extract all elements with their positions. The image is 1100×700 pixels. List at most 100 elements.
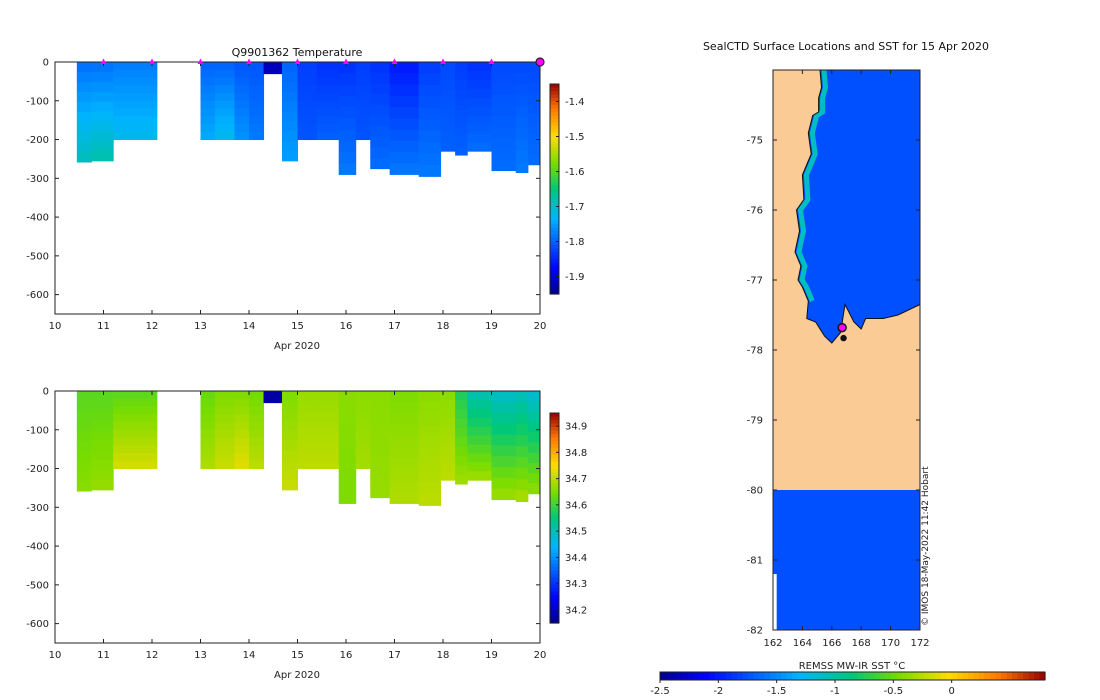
profile-cell: [297, 100, 318, 110]
lon-tick-label: 166: [822, 638, 841, 649]
profile-cell: [200, 453, 216, 462]
profile-cell: [527, 123, 541, 135]
profile-cell: [440, 399, 456, 410]
lat-tick-label: -81: [747, 556, 763, 567]
profile-cell: [455, 145, 468, 156]
profile-column: [200, 62, 216, 141]
profile-cell: [263, 396, 283, 399]
profile-cell: [234, 69, 250, 79]
profile-cell: [515, 490, 529, 502]
colorbar-swatch: [550, 549, 559, 554]
profile-cell: [455, 428, 468, 439]
profile-cell: [389, 413, 420, 426]
profile-cell: [455, 446, 468, 457]
profile-cell: [355, 453, 371, 462]
profile-cell: [316, 460, 340, 470]
profile-cell: [355, 414, 371, 423]
colorbar-swatch: [550, 245, 559, 250]
profile-column: [491, 62, 517, 172]
sst-colorbar-label: REMSS MW-IR SST °C: [799, 661, 906, 672]
profile-cell: [455, 409, 468, 420]
profile-cell: [249, 445, 265, 454]
profile-cell: [527, 62, 541, 73]
profile-cell: [455, 391, 468, 401]
profile-cell: [338, 140, 357, 153]
colorbar-swatch: [550, 584, 559, 589]
colorbar-swatch: [550, 591, 559, 596]
colorbar-swatch: [550, 231, 559, 236]
profile-cell: [316, 414, 340, 423]
profile-cell: [370, 115, 391, 127]
profile-cell: [76, 461, 92, 472]
profile-cell: [418, 425, 442, 438]
x-tick-label: 17: [388, 321, 401, 332]
profile-cell: [200, 460, 216, 470]
colorbar-tick-label: -1.8: [565, 237, 585, 248]
colorbar-swatch: [550, 451, 559, 456]
profile-cell: [370, 136, 391, 148]
colorbar-swatch: [550, 203, 559, 208]
profile-cell: [389, 129, 420, 142]
profile-cell: [515, 468, 529, 480]
colorbar-swatch: [550, 486, 559, 491]
colorbar-swatch: [550, 605, 559, 610]
profile-cell: [215, 414, 235, 423]
profile-cell: [467, 124, 492, 134]
colorbar-swatch: [550, 430, 559, 435]
profile-cell: [249, 100, 265, 110]
colorbar-swatch: [550, 129, 559, 134]
profile-cell: [91, 71, 114, 83]
profile-cell: [249, 108, 265, 117]
map-body: [773, 69, 921, 630]
profile-cell: [440, 462, 456, 472]
profile-cell: [281, 71, 298, 83]
profile-cell: [418, 62, 442, 74]
profile-cell: [440, 444, 456, 454]
profile-marker: [149, 58, 155, 64]
colorbar-swatch: [550, 598, 559, 603]
profile-cell: [491, 94, 517, 106]
lon-tick-label: 168: [852, 638, 871, 649]
colorbar-frame: [549, 412, 560, 624]
colorbar-swatch: [550, 217, 559, 222]
sst-colorbar-swatch: [885, 672, 892, 680]
profile-cell: [113, 437, 158, 446]
colorbar-tick-label: 34.9: [565, 422, 587, 433]
profile-cell: [455, 89, 468, 100]
profile-cell: [76, 391, 92, 402]
seal-locations: [837, 322, 847, 342]
x-tick-label: 14: [243, 321, 256, 332]
profile-cell: [370, 147, 391, 159]
profile-cell: [491, 456, 517, 468]
profile-cell: [467, 79, 492, 90]
profile-cell: [355, 437, 371, 446]
sst-colorbar-swatch: [797, 672, 804, 680]
profile-cell: [297, 77, 318, 86]
profile-cell: [76, 152, 92, 163]
profile-cell: [338, 447, 357, 459]
profile-cell: [440, 62, 456, 72]
profile-cell: [200, 414, 216, 423]
profile-column: [467, 391, 492, 481]
profile-cell: [215, 445, 235, 454]
profile-cell: [491, 412, 517, 425]
lon-tick-label: 172: [910, 638, 929, 649]
profile-cell: [389, 458, 420, 471]
colorbar-swatch: [550, 532, 559, 537]
profile-cell: [297, 391, 318, 400]
x-tick-label: 10: [49, 650, 62, 661]
colorbar-swatch: [550, 427, 559, 432]
sst-colorbar-swatch: [1028, 672, 1035, 680]
profile-cell: [418, 436, 442, 449]
profile-cell: [234, 460, 250, 470]
profile-cell: [234, 445, 250, 454]
sst-colorbar-swatch: [660, 672, 667, 680]
profile-cell: [467, 435, 492, 446]
colorbar-swatch: [550, 455, 559, 460]
y-tick-label: -400: [26, 213, 49, 224]
profile-cell: [91, 470, 114, 481]
colorbar-swatch: [550, 500, 559, 505]
colorbar-swatch: [550, 581, 559, 586]
profile-cell: [418, 482, 442, 495]
profile-column: [527, 391, 541, 495]
